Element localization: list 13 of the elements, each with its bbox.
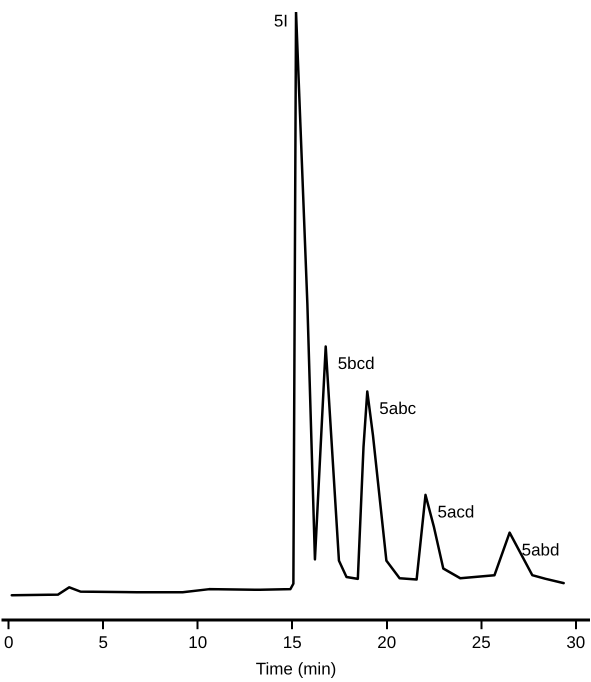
annotation: 5I: [274, 12, 288, 31]
annotation: 5abd: [522, 540, 560, 560]
x-axis-title: Time (min): [256, 659, 336, 678]
x-tick-label: 25: [472, 633, 491, 652]
x-tick-label: 10: [188, 633, 208, 652]
x-tick-label: 30: [566, 633, 586, 652]
x-tick-label: 0: [4, 633, 14, 652]
x-tick-label: 15: [282, 633, 302, 652]
annotation: 5abc: [379, 399, 417, 418]
annotation: 5acd: [438, 502, 474, 522]
annotation: 5bcd: [338, 354, 375, 374]
x-tick-label: 5: [98, 633, 108, 652]
x-tick-label: 20: [377, 633, 396, 652]
